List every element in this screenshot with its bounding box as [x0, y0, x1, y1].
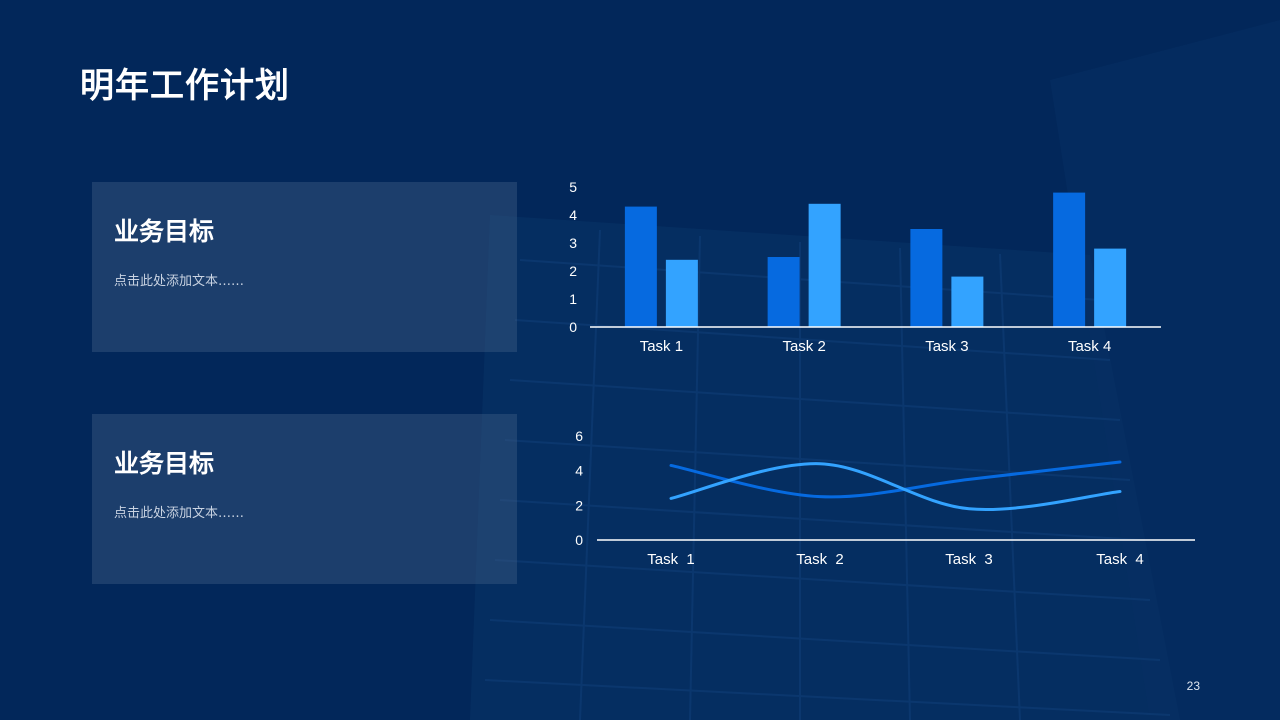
y-tick-label: 2 [569, 263, 577, 279]
bar-series-1-task-1 [624, 206, 657, 327]
card-heading: 业务目标 [114, 449, 215, 478]
x-tick-label: Task 1 [640, 338, 683, 355]
card-placeholder-text[interactable]: 点击此处添加文本…… [114, 506, 245, 521]
business-goal-card: 业务目标 点击此处添加文本…… [92, 414, 517, 584]
y-tick-label: 5 [569, 179, 577, 195]
y-tick-label: 0 [575, 532, 583, 548]
y-tick-label: 4 [569, 207, 577, 223]
x-tick-label: Task 3 [925, 338, 968, 355]
bar-series-1-task-3 [910, 229, 943, 327]
x-tick-label: Task 1 [647, 551, 695, 568]
y-tick-label: 6 [575, 428, 583, 444]
business-goal-card: 业务目标 点击此处添加文本…… [92, 182, 517, 352]
bar-series-1-task-2 [767, 257, 800, 327]
card-heading: 业务目标 [114, 217, 215, 246]
y-tick-label: 2 [575, 497, 583, 513]
y-tick-label: 4 [575, 463, 583, 479]
y-tick-label: 1 [569, 291, 577, 307]
slide-title: 明年工作计划 [80, 66, 290, 106]
line-series-2 [669, 462, 1122, 511]
x-tick-label: Task 4 [1068, 338, 1111, 355]
bar-series-2-task-1 [665, 259, 698, 327]
bar-series-1-task-4 [1053, 192, 1086, 327]
y-tick-label: 0 [569, 319, 577, 335]
bar-series-2-task-4 [1094, 248, 1127, 327]
card-placeholder-text[interactable]: 点击此处添加文本…… [114, 274, 245, 289]
x-tick-label: Task 2 [796, 551, 844, 568]
line-series-1 [669, 460, 1122, 499]
x-tick-label: Task 2 [782, 338, 825, 355]
page-number: 23 [1186, 679, 1200, 693]
y-tick-label: 3 [569, 235, 577, 251]
bar-series-2-task-2 [808, 203, 841, 327]
x-tick-label: Task 4 [1096, 551, 1144, 568]
x-tick-label: Task 3 [945, 551, 993, 568]
bar-series-2-task-3 [951, 276, 984, 327]
